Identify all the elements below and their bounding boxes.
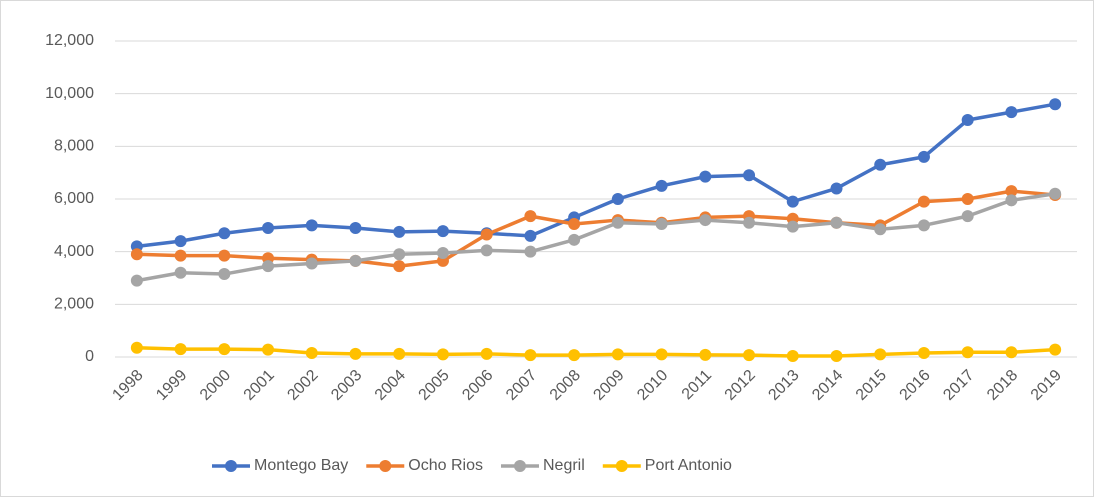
series-line: [136, 346, 1056, 358]
data-point: [524, 349, 537, 362]
data-point: [524, 245, 537, 258]
data-point: [786, 349, 799, 362]
data-point: [480, 228, 493, 241]
data-point: [699, 214, 712, 227]
legend-label: Ocho Rios: [408, 457, 483, 474]
data-point: [874, 348, 887, 361]
data-point: [130, 341, 143, 354]
data-point: [262, 343, 275, 356]
data-point: [393, 260, 406, 273]
data-point: [1049, 98, 1062, 111]
data-point: [174, 266, 187, 279]
data-point: [786, 195, 799, 208]
data-point: [611, 193, 624, 205]
data-point: [262, 221, 275, 234]
y-tick-label: 8,000: [54, 138, 94, 155]
data-point: [743, 349, 756, 362]
data-point: [611, 216, 624, 229]
data-point: [786, 220, 799, 233]
data-point: [1049, 343, 1062, 356]
data-point: [218, 227, 231, 240]
data-point: [830, 182, 843, 195]
data-point: [480, 244, 493, 257]
data-point: [349, 254, 362, 267]
data-point: [1005, 346, 1018, 359]
data-point: [349, 221, 362, 234]
data-point: [174, 343, 187, 356]
legend-marker: [225, 460, 237, 472]
data-point: [349, 347, 362, 360]
data-point: [436, 225, 449, 238]
y-tick-label: 0: [85, 348, 94, 365]
data-point: [743, 169, 756, 182]
data-point: [655, 218, 668, 231]
legend-label: Negril: [543, 457, 585, 474]
y-tick-label: 6,000: [54, 190, 94, 207]
series-line: [136, 192, 1056, 283]
data-point: [961, 193, 974, 205]
y-tick-label: 10,000: [45, 85, 94, 102]
data-point: [218, 343, 231, 356]
legend-marker: [615, 460, 628, 472]
data-point: [262, 260, 275, 273]
data-point: [218, 249, 231, 262]
data-point: [655, 348, 668, 361]
data-point: [699, 348, 712, 361]
data-point: [874, 158, 887, 171]
data-point: [699, 170, 712, 183]
data-point: [917, 347, 930, 360]
data-point: [524, 229, 537, 242]
data-point: [917, 219, 930, 232]
data-point: [568, 349, 581, 362]
data-point: [524, 210, 537, 223]
data-point: [917, 195, 930, 208]
data-point: [1005, 194, 1018, 207]
data-point: [961, 210, 974, 223]
series-line: [136, 102, 1056, 249]
y-tick-label: 2,000: [54, 296, 94, 313]
data-point: [218, 268, 231, 281]
data-point: [1049, 187, 1062, 200]
data-point: [830, 349, 843, 362]
data-point: [961, 346, 974, 359]
data-point: [436, 246, 449, 259]
data-point: [743, 216, 756, 229]
y-tick-label: 12,000: [45, 32, 94, 49]
data-point: [655, 179, 668, 192]
data-point: [874, 223, 887, 236]
data-point: [830, 216, 843, 229]
legend-marker: [513, 460, 526, 472]
data-point: [130, 248, 143, 261]
data-point: [611, 348, 624, 361]
y-tick-label: 4,000: [54, 243, 94, 260]
data-point: [174, 235, 187, 248]
data-point: [568, 218, 581, 231]
data-point: [961, 114, 974, 126]
data-point: [568, 233, 581, 246]
data-point: [393, 347, 406, 360]
data-point: [917, 150, 930, 163]
legend-marker: [379, 460, 392, 472]
legend-label: Montego Bay: [254, 457, 348, 474]
data-point: [130, 274, 143, 287]
data-point: [480, 347, 493, 360]
data-point: [436, 348, 449, 361]
series-line: [136, 189, 1056, 268]
data-point: [305, 219, 318, 232]
data-point: [174, 249, 187, 262]
data-point: [393, 225, 406, 238]
data-point: [393, 248, 406, 261]
data-point: [305, 257, 318, 270]
data-point: [305, 347, 318, 360]
legend-label: Port Antonio: [645, 457, 732, 474]
data-point: [1005, 106, 1018, 119]
data-point: [1005, 185, 1018, 198]
